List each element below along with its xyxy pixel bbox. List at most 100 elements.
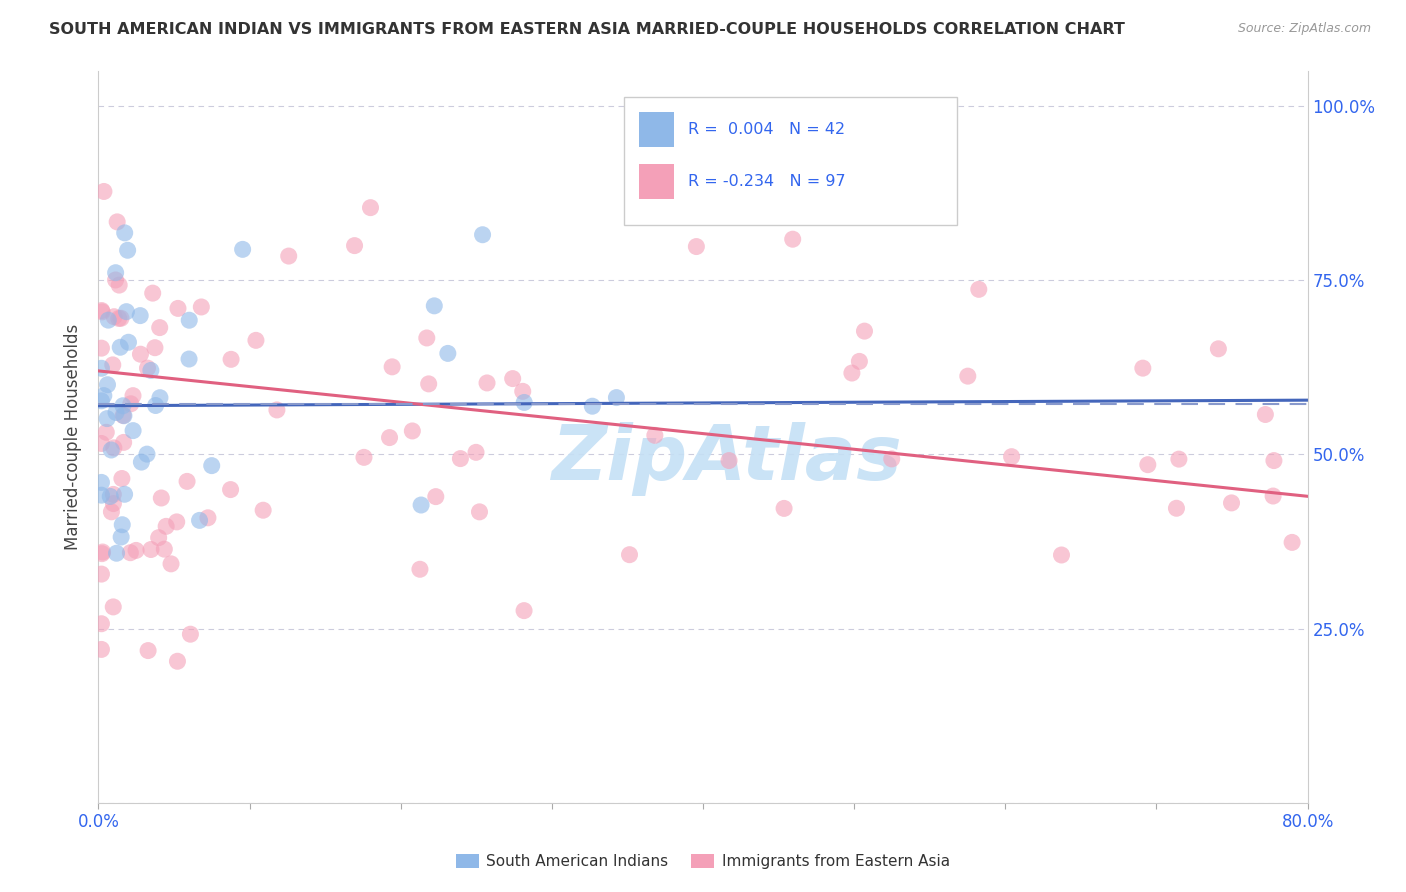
Point xyxy=(103,497,125,511)
Point xyxy=(179,313,201,327)
Point xyxy=(129,347,152,361)
Point xyxy=(513,395,536,409)
Point xyxy=(131,455,153,469)
Point xyxy=(252,503,274,517)
Point xyxy=(1167,452,1189,467)
Bar xyxy=(638,163,673,199)
Point xyxy=(512,384,534,399)
Point xyxy=(411,498,433,512)
Point xyxy=(110,530,132,544)
Point xyxy=(90,393,112,408)
Point xyxy=(644,428,666,442)
Point xyxy=(425,490,447,504)
Point xyxy=(117,335,139,350)
Point xyxy=(471,227,494,242)
Point xyxy=(90,303,112,318)
Point xyxy=(96,425,118,440)
Point xyxy=(1166,501,1188,516)
Point xyxy=(103,599,125,614)
Point xyxy=(115,304,138,318)
Point xyxy=(112,409,135,423)
Point xyxy=(103,310,125,324)
Point xyxy=(101,358,124,372)
Point xyxy=(437,346,460,360)
Point xyxy=(93,185,115,199)
Point xyxy=(110,340,132,354)
Point xyxy=(117,244,139,258)
Point xyxy=(91,305,114,319)
Point xyxy=(104,266,127,280)
Point xyxy=(188,513,211,527)
Point xyxy=(343,238,366,252)
Point xyxy=(111,471,134,485)
Point xyxy=(360,201,382,215)
Text: ZipAtlas: ZipAtlas xyxy=(551,422,903,496)
Point xyxy=(841,366,863,380)
Point xyxy=(1263,453,1285,467)
Point xyxy=(853,324,876,338)
Point xyxy=(136,447,159,461)
Point xyxy=(90,475,112,490)
Point xyxy=(880,451,903,466)
Point xyxy=(103,441,125,455)
Point xyxy=(112,409,135,423)
Point xyxy=(176,475,198,489)
Point xyxy=(956,369,979,384)
Point xyxy=(129,309,152,323)
Point xyxy=(449,451,471,466)
Point xyxy=(136,643,159,657)
Text: R = -0.234   N = 97: R = -0.234 N = 97 xyxy=(689,174,846,188)
Point xyxy=(90,488,112,502)
Point xyxy=(475,376,498,390)
Point xyxy=(685,239,707,253)
Point xyxy=(111,517,134,532)
Point xyxy=(120,546,142,560)
Point xyxy=(100,505,122,519)
Point xyxy=(167,301,190,316)
Point xyxy=(90,642,112,657)
Point xyxy=(502,371,524,385)
Point xyxy=(1254,408,1277,422)
Point xyxy=(100,442,122,457)
Point xyxy=(149,391,172,405)
Point xyxy=(1261,489,1284,503)
Point xyxy=(201,458,224,473)
Bar xyxy=(638,112,673,147)
Point xyxy=(98,490,121,504)
Point xyxy=(277,249,299,263)
Point xyxy=(148,531,170,545)
Point xyxy=(122,424,145,438)
Point xyxy=(266,403,288,417)
Point xyxy=(139,363,162,377)
Point xyxy=(122,389,145,403)
Point xyxy=(773,501,796,516)
Point xyxy=(111,399,134,413)
Point xyxy=(114,226,136,240)
Point xyxy=(90,341,112,355)
Point xyxy=(1208,342,1230,356)
Point xyxy=(848,354,870,368)
Point xyxy=(468,505,491,519)
Point xyxy=(734,196,756,211)
Point xyxy=(136,361,159,376)
Legend: South American Indians, Immigrants from Eastern Asia: South American Indians, Immigrants from … xyxy=(450,848,956,875)
Point xyxy=(619,548,641,562)
Point xyxy=(166,654,188,668)
Point xyxy=(105,405,128,419)
Point xyxy=(166,515,188,529)
FancyBboxPatch shape xyxy=(624,97,957,225)
Point xyxy=(605,391,627,405)
Point xyxy=(96,377,118,392)
Point xyxy=(245,334,267,348)
Point xyxy=(1132,361,1154,376)
Point xyxy=(125,543,148,558)
Point xyxy=(97,313,120,327)
Point xyxy=(465,445,488,459)
Point xyxy=(105,546,128,560)
Point xyxy=(112,435,135,450)
Point xyxy=(120,397,142,411)
Point xyxy=(90,361,112,376)
Text: R =  0.004   N = 42: R = 0.004 N = 42 xyxy=(689,122,845,137)
Text: SOUTH AMERICAN INDIAN VS IMMIGRANTS FROM EASTERN ASIA MARRIED-COUPLE HOUSEHOLDS : SOUTH AMERICAN INDIAN VS IMMIGRANTS FROM… xyxy=(49,22,1125,37)
Point xyxy=(145,399,167,413)
